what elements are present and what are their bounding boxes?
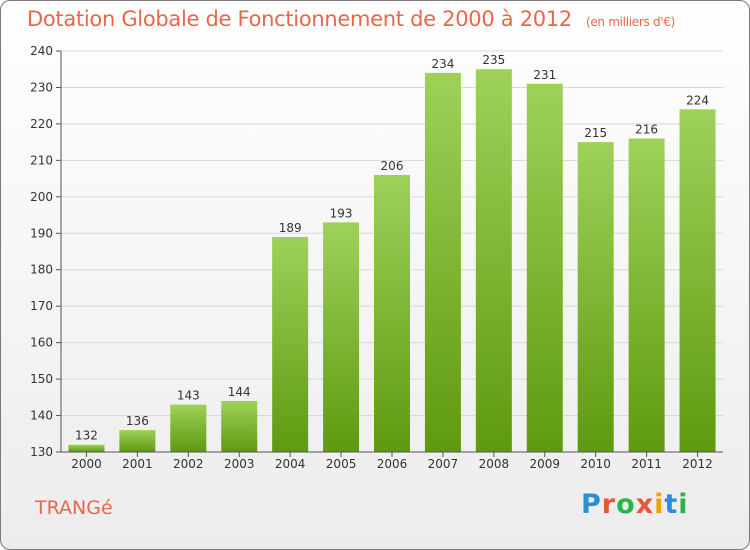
x-tick-label: 2000 bbox=[71, 457, 102, 471]
y-tick-label: 220 bbox=[30, 117, 53, 131]
data-label: 234 bbox=[431, 57, 454, 71]
bar-2009 bbox=[526, 83, 563, 453]
data-label: 193 bbox=[330, 206, 353, 220]
y-tick-label: 170 bbox=[30, 299, 53, 313]
labels: 130 140 150 160 170 180 190 200 210 220 230 240 132 2… bbox=[30, 44, 713, 471]
y-tick-label: 180 bbox=[30, 263, 53, 277]
proxiti-logo: Proxiti bbox=[581, 489, 689, 520]
bar-2005 bbox=[323, 222, 360, 452]
bar-2001 bbox=[119, 430, 156, 452]
bar-2008 bbox=[475, 69, 512, 453]
bars bbox=[68, 69, 716, 453]
x-tick-label: 2002 bbox=[173, 457, 204, 471]
logo-letter: P bbox=[581, 489, 602, 520]
data-label: 224 bbox=[686, 93, 709, 107]
logo-letter: x bbox=[635, 489, 655, 520]
chart-title: Dotation Globale de Fonctionnement de 20… bbox=[27, 7, 675, 31]
logo-letter: i bbox=[654, 489, 665, 520]
title-text: Dotation Globale de Fonctionnement de 20… bbox=[27, 7, 572, 31]
x-tick-label: 2001 bbox=[122, 457, 153, 471]
x-tick-label: 2008 bbox=[479, 457, 510, 471]
x-tick-label: 2010 bbox=[580, 457, 611, 471]
data-label: 206 bbox=[381, 159, 404, 173]
x-tick-label: 2006 bbox=[377, 457, 408, 471]
x-tick-label: 2007 bbox=[428, 457, 459, 471]
data-label: 144 bbox=[228, 385, 251, 399]
bar-2006 bbox=[374, 174, 410, 453]
y-tick-label: 240 bbox=[30, 44, 53, 58]
logo-letter: t bbox=[664, 489, 679, 520]
y-tick-label: 150 bbox=[30, 372, 53, 386]
bar-2012 bbox=[679, 109, 716, 452]
logo-letter: o bbox=[616, 489, 636, 520]
logo-letter: r bbox=[601, 489, 617, 520]
x-tick-label: 2009 bbox=[529, 457, 560, 471]
data-label: 143 bbox=[177, 389, 200, 403]
x-tick-label: 2011 bbox=[631, 457, 662, 471]
x-tick-label: 2012 bbox=[682, 457, 713, 471]
data-label: 189 bbox=[279, 221, 302, 235]
data-label: 132 bbox=[75, 429, 98, 443]
y-tick-label: 130 bbox=[30, 445, 53, 459]
axes bbox=[56, 50, 723, 457]
data-label: 231 bbox=[533, 68, 556, 82]
logo-letter: i bbox=[678, 489, 689, 520]
y-tick-label: 230 bbox=[30, 80, 53, 94]
bar-2011 bbox=[628, 138, 665, 452]
y-tick-label: 190 bbox=[30, 226, 53, 240]
data-label: 136 bbox=[126, 414, 149, 428]
y-tick-label: 200 bbox=[30, 190, 53, 204]
y-tick-label: 160 bbox=[30, 336, 53, 350]
bar-2007 bbox=[424, 72, 461, 452]
data-label: 216 bbox=[635, 122, 658, 136]
data-label: 235 bbox=[482, 53, 505, 67]
bar-2002 bbox=[170, 404, 207, 452]
bar-2003 bbox=[221, 400, 258, 452]
bar-2000 bbox=[68, 444, 105, 452]
x-tick-label: 2004 bbox=[275, 457, 306, 471]
bar-2010 bbox=[577, 142, 614, 453]
x-tick-label: 2003 bbox=[224, 457, 255, 471]
data-label: 215 bbox=[584, 126, 607, 140]
unit-label: (en milliers d'€) bbox=[585, 15, 675, 29]
bar-2004 bbox=[272, 236, 309, 452]
x-tick-label: 2005 bbox=[326, 457, 357, 471]
commune-name: TRANGé bbox=[35, 497, 113, 519]
y-tick-label: 210 bbox=[30, 153, 53, 167]
y-tick-label: 140 bbox=[30, 409, 53, 423]
